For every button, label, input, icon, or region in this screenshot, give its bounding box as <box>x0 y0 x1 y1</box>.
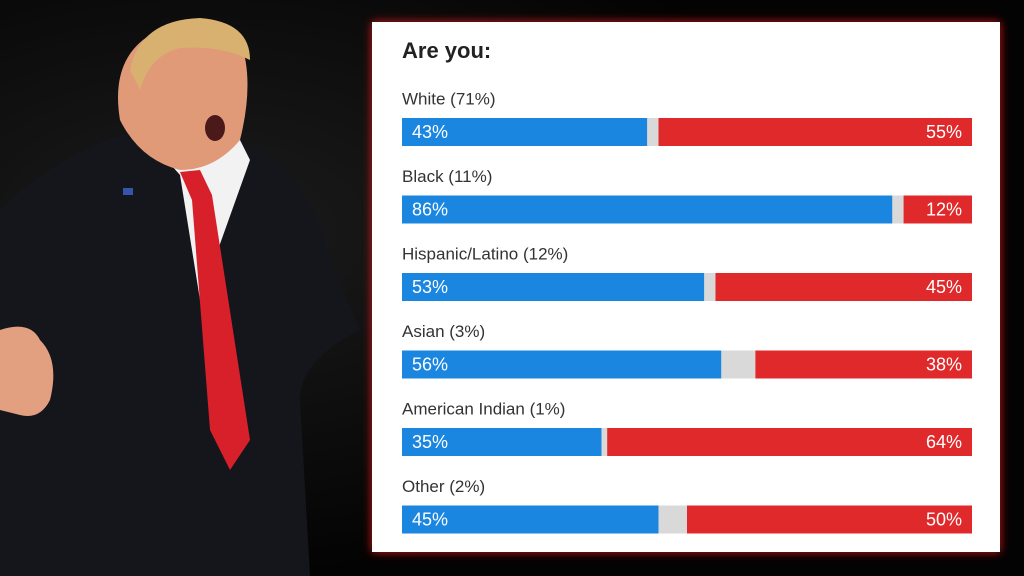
data-label: 56% <box>412 354 448 374</box>
category-label: Asian (3%) <box>402 322 485 341</box>
bar-segment <box>402 195 893 224</box>
person-photo <box>0 18 360 576</box>
data-label: 45% <box>412 509 448 529</box>
data-label: 53% <box>412 277 448 297</box>
category-label: Hispanic/Latino (12%) <box>402 244 568 263</box>
data-label: 64% <box>926 432 962 452</box>
bar-segment <box>715 273 972 301</box>
data-label: 55% <box>926 122 962 142</box>
bar-segment <box>658 118 972 146</box>
bar-segment <box>402 350 722 379</box>
data-label: 50% <box>926 509 962 529</box>
category-label: Black (11%) <box>402 167 492 186</box>
category-label: Other (2%) <box>402 477 485 496</box>
data-label: 43% <box>412 122 448 142</box>
chart-title: Are you: <box>402 38 491 63</box>
category-label: White (71%) <box>402 89 496 108</box>
data-label: 35% <box>412 432 448 452</box>
bar-segment <box>755 350 972 379</box>
category-label: American Indian (1%) <box>402 399 565 418</box>
bar-rows: White (71%) 43% 55% Black (11%) 86% 12% Hispan… <box>402 89 972 534</box>
data-label: 12% <box>926 199 962 219</box>
bar-segment <box>402 428 602 456</box>
bar-segment <box>402 118 648 146</box>
bar-segment <box>607 428 972 456</box>
bar-segment <box>402 505 659 534</box>
data-label: 45% <box>926 277 962 297</box>
data-label: 38% <box>926 354 962 374</box>
bar-segment <box>402 273 705 301</box>
data-label: 86% <box>412 199 448 219</box>
bar-segment <box>687 505 972 534</box>
bar-segment <box>903 195 972 224</box>
